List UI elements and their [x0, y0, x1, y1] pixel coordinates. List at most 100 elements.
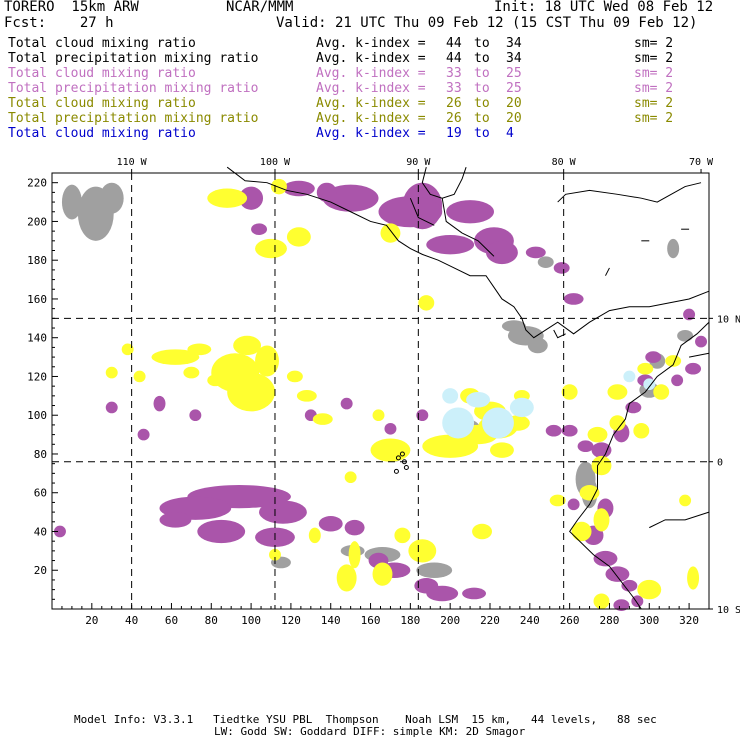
lat-label: 10 S — [717, 605, 740, 616]
gray-field-patch — [61, 184, 82, 220]
yellow-field-patch — [408, 539, 437, 563]
legend-kindex-from: 44 — [446, 36, 462, 51]
purple-field-patch — [189, 409, 202, 422]
yellow-field-patch — [665, 355, 682, 367]
purple-field-patch — [137, 428, 150, 441]
yellow-field-patch — [490, 442, 514, 458]
legend-smoothing: sm= 2 — [634, 96, 674, 111]
purple-field-patch — [251, 223, 268, 236]
lon-label: 110 W — [117, 157, 148, 168]
y-tick-label: 100 — [27, 409, 47, 422]
purple-field-patch — [259, 500, 307, 524]
light_blue-field-patch — [623, 370, 636, 383]
x-tick-label: 60 — [165, 614, 178, 627]
gray-field-patch — [527, 337, 548, 354]
init-time: Init: 18 UTC Wed 08 Feb 12 — [494, 0, 714, 15]
coastline — [568, 321, 710, 610]
purple-field-patch — [446, 200, 494, 224]
purple-field-patch — [567, 498, 580, 511]
yellow-field-patch — [593, 508, 610, 532]
yellow-field-patch — [633, 422, 650, 439]
purple-field-patch — [318, 515, 343, 532]
physics-info: LW: Godd SW: Goddard DIFF: simple KM: 2D… — [214, 725, 526, 738]
purple-field-patch — [621, 579, 638, 592]
purple-field-patch — [462, 587, 487, 600]
purple-field-patch — [384, 422, 397, 435]
x-tick-label: 120 — [281, 614, 301, 627]
forecast-hour: Fcst: 27 h — [4, 15, 114, 31]
purple-field-patch — [553, 262, 570, 274]
yellow-field-patch — [151, 349, 200, 365]
legend-kindex-to-word: to — [474, 81, 490, 96]
light_blue-field-patch — [643, 378, 656, 391]
y-tick-label: 20 — [34, 564, 47, 577]
yellow-field-patch — [380, 223, 401, 243]
yellow-field-patch — [271, 178, 287, 195]
purple-field-patch — [525, 246, 546, 259]
gray-field-patch — [416, 562, 453, 578]
purple-field-patch — [695, 335, 708, 348]
legend-kindex-to: 4 — [506, 126, 514, 141]
x-tick-label: 40 — [125, 614, 138, 627]
country-border — [461, 232, 495, 257]
yellow-field-patch — [286, 227, 311, 247]
country-border — [441, 198, 463, 234]
legend-kindex-to-word: to — [474, 66, 490, 81]
lon-label: 100 W — [260, 157, 291, 168]
yellow-field-patch — [394, 527, 411, 544]
purple-field-patch — [563, 293, 584, 305]
y-tick-label: 160 — [27, 293, 47, 306]
yellow-field-patch — [255, 345, 279, 377]
yellow-field-patch — [561, 384, 578, 400]
yellow-field-patch — [207, 374, 224, 387]
purple-field-patch — [378, 196, 443, 228]
x-tick-label: 80 — [205, 614, 218, 627]
coastline — [649, 511, 710, 529]
legend-kindex-from: 19 — [446, 126, 462, 141]
purple-field-patch — [545, 424, 562, 437]
legend-field-name: Total cloud mixing ratio — [8, 66, 196, 81]
light_blue-field-patch — [482, 407, 514, 439]
legend-kindex-to-word: to — [474, 126, 490, 141]
legend-kindex-from: 44 — [446, 51, 462, 66]
x-tick-label: 240 — [520, 614, 540, 627]
yellow-field-patch — [637, 362, 654, 375]
legend-smoothing: sm= 2 — [634, 51, 674, 66]
yellow-field-patch — [607, 384, 628, 400]
purple-field-patch — [671, 374, 684, 387]
y-tick-label: 180 — [27, 254, 47, 267]
lat-label: 10 N — [717, 314, 740, 325]
legend-smoothing: sm= 2 — [634, 36, 674, 51]
gray-field-patch — [501, 320, 526, 332]
organization: NCAR/MMM — [226, 0, 294, 15]
gray-field-patch — [677, 329, 694, 342]
x-tick-label: 280 — [600, 614, 620, 627]
yellow-field-patch — [187, 343, 212, 356]
x-tick-label: 220 — [480, 614, 500, 627]
legend-field-name: Total cloud mixing ratio — [8, 126, 196, 141]
purple-field-patch — [416, 409, 429, 422]
coastline — [226, 166, 710, 339]
x-tick-label: 160 — [361, 614, 381, 627]
legend-kindex-label: Avg. k-index = — [316, 81, 426, 96]
legend-kindex-to-word: to — [474, 111, 490, 126]
legend-kindex-to: 34 — [506, 36, 522, 51]
yellow-field-patch — [549, 494, 566, 507]
legend-kindex-to: 25 — [506, 81, 522, 96]
legend-smoothing: sm= 2 — [634, 81, 674, 96]
yellow-field-patch — [336, 564, 357, 592]
x-tick-label: 100 — [241, 614, 261, 627]
yellow-field-patch — [579, 484, 600, 501]
legend-kindex-label: Avg. k-index = — [316, 66, 426, 81]
x-tick-label: 300 — [639, 614, 659, 627]
legend-field-name: Total precipitation mixing ratio — [8, 51, 259, 66]
gray-field-patch — [667, 238, 680, 259]
x-tick-label: 140 — [321, 614, 341, 627]
galapagos-island — [399, 451, 405, 457]
purple-field-patch — [613, 599, 630, 611]
yellow-field-patch — [308, 527, 321, 544]
yellow-field-patch — [312, 413, 333, 425]
legend-kindex-label: Avg. k-index = — [316, 111, 426, 126]
legend-kindex-to: 20 — [506, 96, 522, 111]
x-tick-label: 180 — [400, 614, 420, 627]
